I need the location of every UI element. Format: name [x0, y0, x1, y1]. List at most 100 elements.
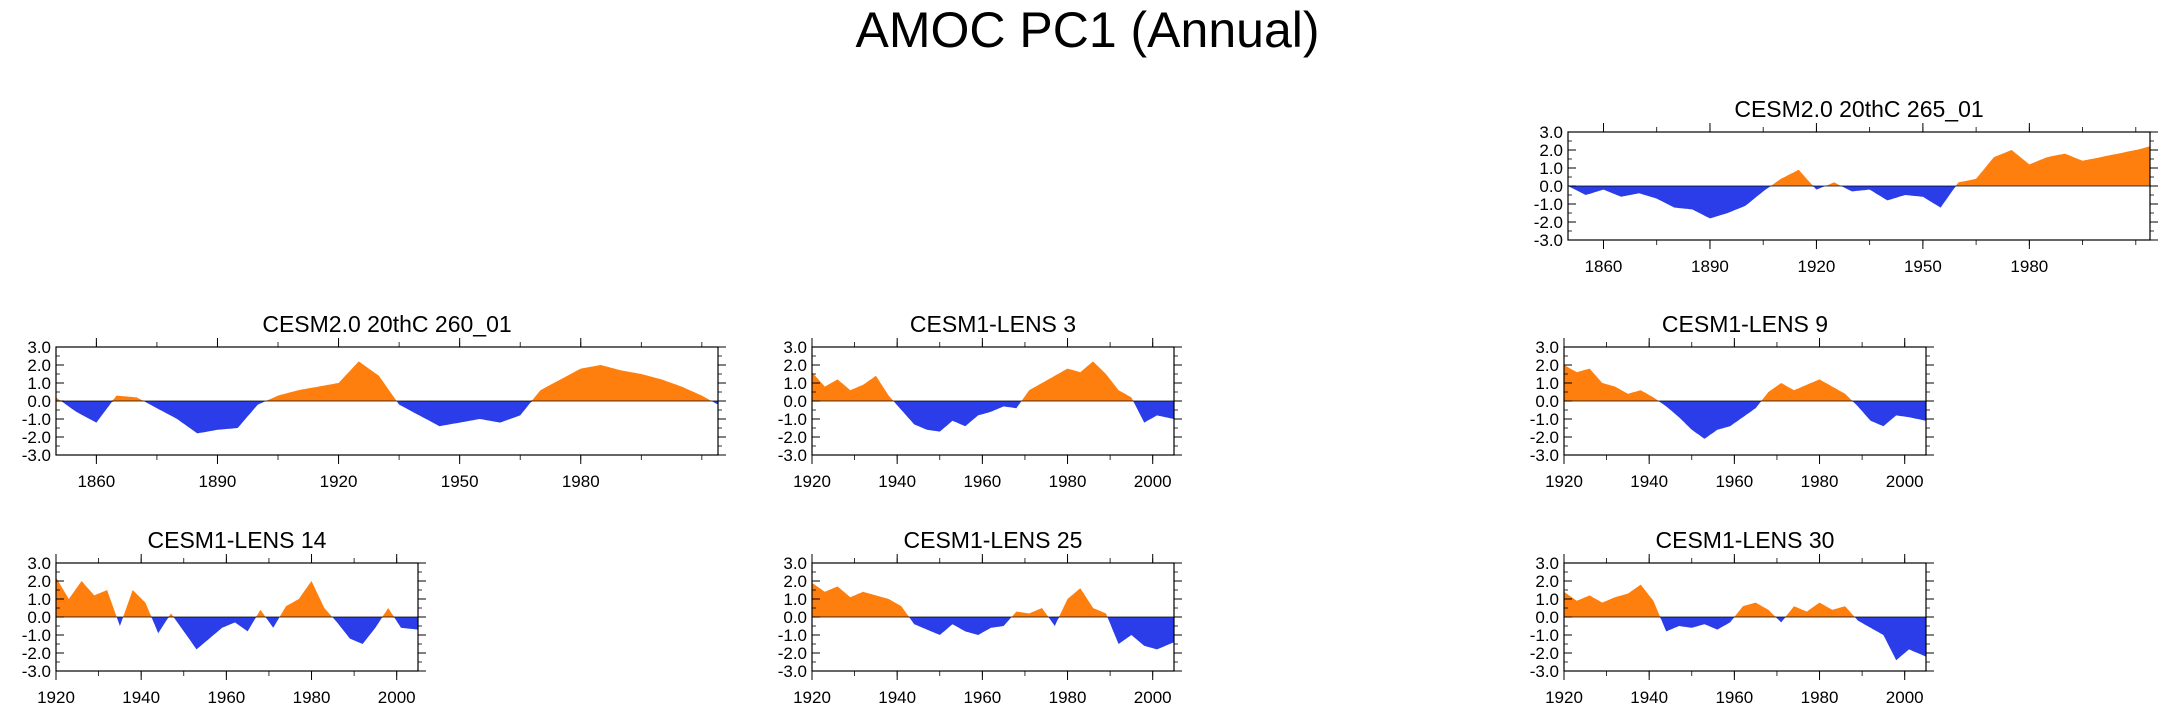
panel-title: CESM1-LENS 25 — [904, 527, 1083, 553]
x-tick-label: 2000 — [378, 688, 416, 707]
figure-title: AMOC PC1 (Annual) — [855, 2, 1320, 58]
chart-panel: 3.02.01.00.0-1.0-2.0-3.0 1860 1890 1920 1950… — [22, 311, 726, 491]
y-tick-label: 0.0 — [1535, 392, 1559, 411]
x-tick-label: 1940 — [878, 472, 916, 491]
x-tick-label: 1920 — [793, 472, 831, 491]
y-tick-label: 2.0 — [27, 356, 51, 375]
x-tick-label: 1940 — [122, 688, 160, 707]
panel-title: CESM1-LENS 3 — [910, 311, 1076, 337]
negative-area — [56, 401, 718, 434]
y-tick-label: 1.0 — [1535, 374, 1559, 393]
x-tick-label: 1940 — [1630, 688, 1668, 707]
x-tick-label: 1980 — [1049, 688, 1087, 707]
panel-title: CESM1-LENS 9 — [1662, 311, 1828, 337]
x-tick-label: 2000 — [1134, 688, 1172, 707]
y-tick-label: 2.0 — [27, 572, 51, 591]
y-tick-label: 2.0 — [1535, 356, 1559, 375]
y-tick-label: -2.0 — [778, 644, 807, 663]
chart-panel: 3.02.01.00.0-1.0-2.0-3.0 1860 1890 1920 1950… — [1534, 96, 2158, 276]
x-tick-label: 2000 — [1134, 472, 1172, 491]
y-tick-label: 3.0 — [1535, 338, 1559, 357]
x-tick-label: 1960 — [207, 688, 245, 707]
y-tick-label: 1.0 — [27, 374, 51, 393]
x-tick-label: 1960 — [1715, 472, 1753, 491]
x-tick-label: 1890 — [1691, 257, 1729, 276]
y-tick-label: -2.0 — [22, 644, 51, 663]
y-tick-label: 0.0 — [27, 392, 51, 411]
y-tick-label: -3.0 — [778, 446, 807, 465]
y-tick-label: 2.0 — [1539, 141, 1563, 160]
x-tick-label: 1960 — [1715, 688, 1753, 707]
x-tick-label: 1940 — [1630, 472, 1668, 491]
x-tick-label: 1980 — [1801, 472, 1839, 491]
x-tick-label: 1920 — [1545, 688, 1583, 707]
y-tick-label: -3.0 — [1534, 231, 1563, 250]
x-tick-label: 1980 — [293, 688, 331, 707]
chart-panel: 3.02.01.00.0-1.0-2.0-3.0 1920 1940 1960 1980… — [778, 527, 1182, 707]
y-tick-label: -1.0 — [778, 410, 807, 429]
x-tick-label: 1980 — [562, 472, 600, 491]
positive-area — [1568, 146, 2150, 186]
y-tick-label: 3.0 — [783, 338, 807, 357]
y-tick-label: 1.0 — [27, 590, 51, 609]
y-tick-label: 1.0 — [783, 374, 807, 393]
panel-title: CESM1-LENS 30 — [1656, 527, 1835, 553]
y-tick-label: 0.0 — [783, 608, 807, 627]
y-tick-label: -3.0 — [1530, 662, 1559, 681]
y-tick-label: -3.0 — [778, 662, 807, 681]
y-tick-label: -2.0 — [1530, 428, 1559, 447]
positive-area — [812, 582, 1174, 617]
x-tick-label: 1920 — [1545, 472, 1583, 491]
x-tick-label: 1890 — [199, 472, 237, 491]
x-tick-label: 2000 — [1886, 472, 1924, 491]
negative-area — [56, 617, 418, 650]
y-tick-label: 2.0 — [1535, 572, 1559, 591]
positive-area — [56, 577, 418, 617]
y-tick-label: 3.0 — [27, 338, 51, 357]
y-tick-label: 0.0 — [27, 608, 51, 627]
negative-area — [1564, 401, 1926, 439]
chart-panel: 3.02.01.00.0-1.0-2.0-3.0 1920 1940 1960 1980… — [22, 527, 426, 707]
positive-area — [1564, 584, 1926, 617]
x-tick-label: 1960 — [963, 688, 1001, 707]
x-tick-label: 1860 — [1585, 257, 1623, 276]
y-tick-label: 1.0 — [1539, 159, 1563, 178]
y-tick-label: -1.0 — [1534, 195, 1563, 214]
y-tick-label: 1.0 — [783, 590, 807, 609]
y-tick-label: -1.0 — [22, 626, 51, 645]
x-tick-label: 1940 — [878, 688, 916, 707]
chart-panel: 3.02.01.00.0-1.0-2.0-3.0 1920 1940 1960 1980… — [1530, 311, 1934, 491]
y-tick-label: -3.0 — [22, 446, 51, 465]
y-tick-label: -2.0 — [1534, 213, 1563, 232]
y-tick-label: -2.0 — [778, 428, 807, 447]
y-tick-label: -3.0 — [22, 662, 51, 681]
y-tick-label: 0.0 — [1535, 608, 1559, 627]
x-tick-label: 1980 — [1801, 688, 1839, 707]
y-tick-label: 3.0 — [783, 554, 807, 573]
positive-area — [1564, 365, 1926, 401]
x-tick-label: 1920 — [37, 688, 75, 707]
y-tick-label: 0.0 — [783, 392, 807, 411]
x-tick-label: 1920 — [1798, 257, 1836, 276]
y-tick-label: 3.0 — [27, 554, 51, 573]
y-tick-label: -1.0 — [1530, 626, 1559, 645]
x-tick-label: 1950 — [441, 472, 479, 491]
y-tick-label: 3.0 — [1539, 123, 1563, 142]
panel-title: CESM2.0 20thC 260_01 — [262, 311, 511, 337]
x-tick-label: 1920 — [320, 472, 358, 491]
positive-area — [812, 361, 1174, 401]
y-tick-label: -3.0 — [1530, 446, 1559, 465]
y-tick-label: -1.0 — [778, 626, 807, 645]
y-tick-label: 3.0 — [1535, 554, 1559, 573]
y-tick-label: -1.0 — [1530, 410, 1559, 429]
negative-area — [812, 617, 1174, 650]
x-tick-label: 1980 — [2010, 257, 2048, 276]
y-tick-label: -2.0 — [1530, 644, 1559, 663]
positive-area — [56, 361, 718, 401]
negative-area — [1564, 617, 1926, 661]
y-tick-label: -2.0 — [22, 428, 51, 447]
x-tick-label: 1980 — [1049, 472, 1087, 491]
x-tick-label: 2000 — [1886, 688, 1924, 707]
y-tick-label: 1.0 — [1535, 590, 1559, 609]
